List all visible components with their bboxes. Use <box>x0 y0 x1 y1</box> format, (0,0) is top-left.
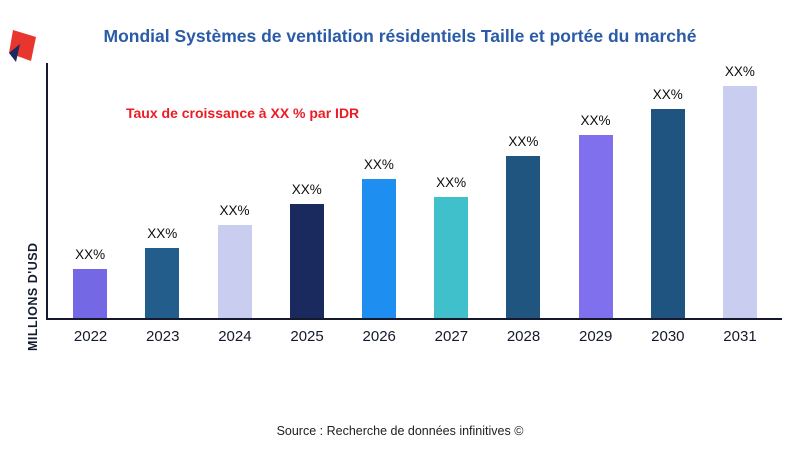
bar <box>434 197 469 318</box>
bar-column: XX% <box>54 63 126 318</box>
bar <box>650 109 685 318</box>
bar-column: XX% <box>559 63 631 318</box>
bar <box>361 178 396 318</box>
source-text: Source : Recherche de données infinitive… <box>276 424 524 438</box>
y-axis-label: MILLIONS D'USD <box>26 242 40 351</box>
chart-area: MILLIONS D'USD Taux de croissance à XX %… <box>26 63 782 351</box>
bar-value-label: XX% <box>75 247 106 263</box>
bar <box>73 269 108 318</box>
bar <box>506 155 541 318</box>
bar <box>217 225 252 318</box>
bar <box>578 134 613 318</box>
bar-column: XX% <box>487 63 559 318</box>
bar-value-label: XX% <box>219 203 250 219</box>
bar-value-label: XX% <box>508 133 539 149</box>
x-axis-tick-label: 2030 <box>651 328 685 345</box>
bar-value-label: XX% <box>580 112 611 128</box>
bar-value-label: XX% <box>363 156 394 172</box>
x-axis-tick-label: 2031 <box>723 328 757 345</box>
bar <box>145 248 180 318</box>
bar-value-label: XX% <box>291 182 322 198</box>
chart-title: Mondial Systèmes de ventilation résident… <box>103 26 697 46</box>
bar <box>722 86 757 318</box>
bar-column: XX% <box>343 63 415 318</box>
x-axis-ticks: 2022 2023 2024 2025 2026 2027 2028 2029 2030 2031 <box>49 328 783 345</box>
x-axis-tick-label: 2026 <box>362 328 396 345</box>
bar-column: XX% <box>126 63 198 318</box>
x-axis-tick-label: 2023 <box>146 328 180 345</box>
bar-value-label: XX% <box>724 64 755 80</box>
brand-ribbon-logo <box>8 30 40 64</box>
plot-column: Taux de croissance à XX % par IDR XX% XX%… <box>46 63 782 351</box>
bar-column: XX% <box>415 63 487 318</box>
x-axis-tick-label: 2028 <box>506 328 541 345</box>
bar-value-label: XX% <box>147 226 178 242</box>
x-axis-tick-label: 2024 <box>218 328 252 345</box>
x-axis-tick-label: 2022 <box>73 328 108 345</box>
growth-rate-annotation: Taux de croissance à XX % par IDR <box>126 105 360 121</box>
brand-ribbon-icon <box>9 30 36 62</box>
x-axis-tick-label: 2025 <box>290 328 324 345</box>
bar-column: XX% <box>271 63 343 318</box>
bars-container: XX% XX% XX% XX% XX% XX% XX% XX% XX% XX% <box>54 63 776 318</box>
x-axis-tick-label: 2027 <box>434 328 469 345</box>
bar <box>289 204 324 318</box>
bar-value-label: XX% <box>436 175 467 191</box>
plot-area: Taux de croissance à XX % par IDR XX% XX%… <box>46 63 782 320</box>
bar-column: XX% <box>704 63 776 318</box>
bar-value-label: XX% <box>652 87 683 103</box>
x-axis-tick-label: 2029 <box>578 328 613 345</box>
bar-column: XX% <box>632 63 704 318</box>
bar-column: XX% <box>198 63 270 318</box>
